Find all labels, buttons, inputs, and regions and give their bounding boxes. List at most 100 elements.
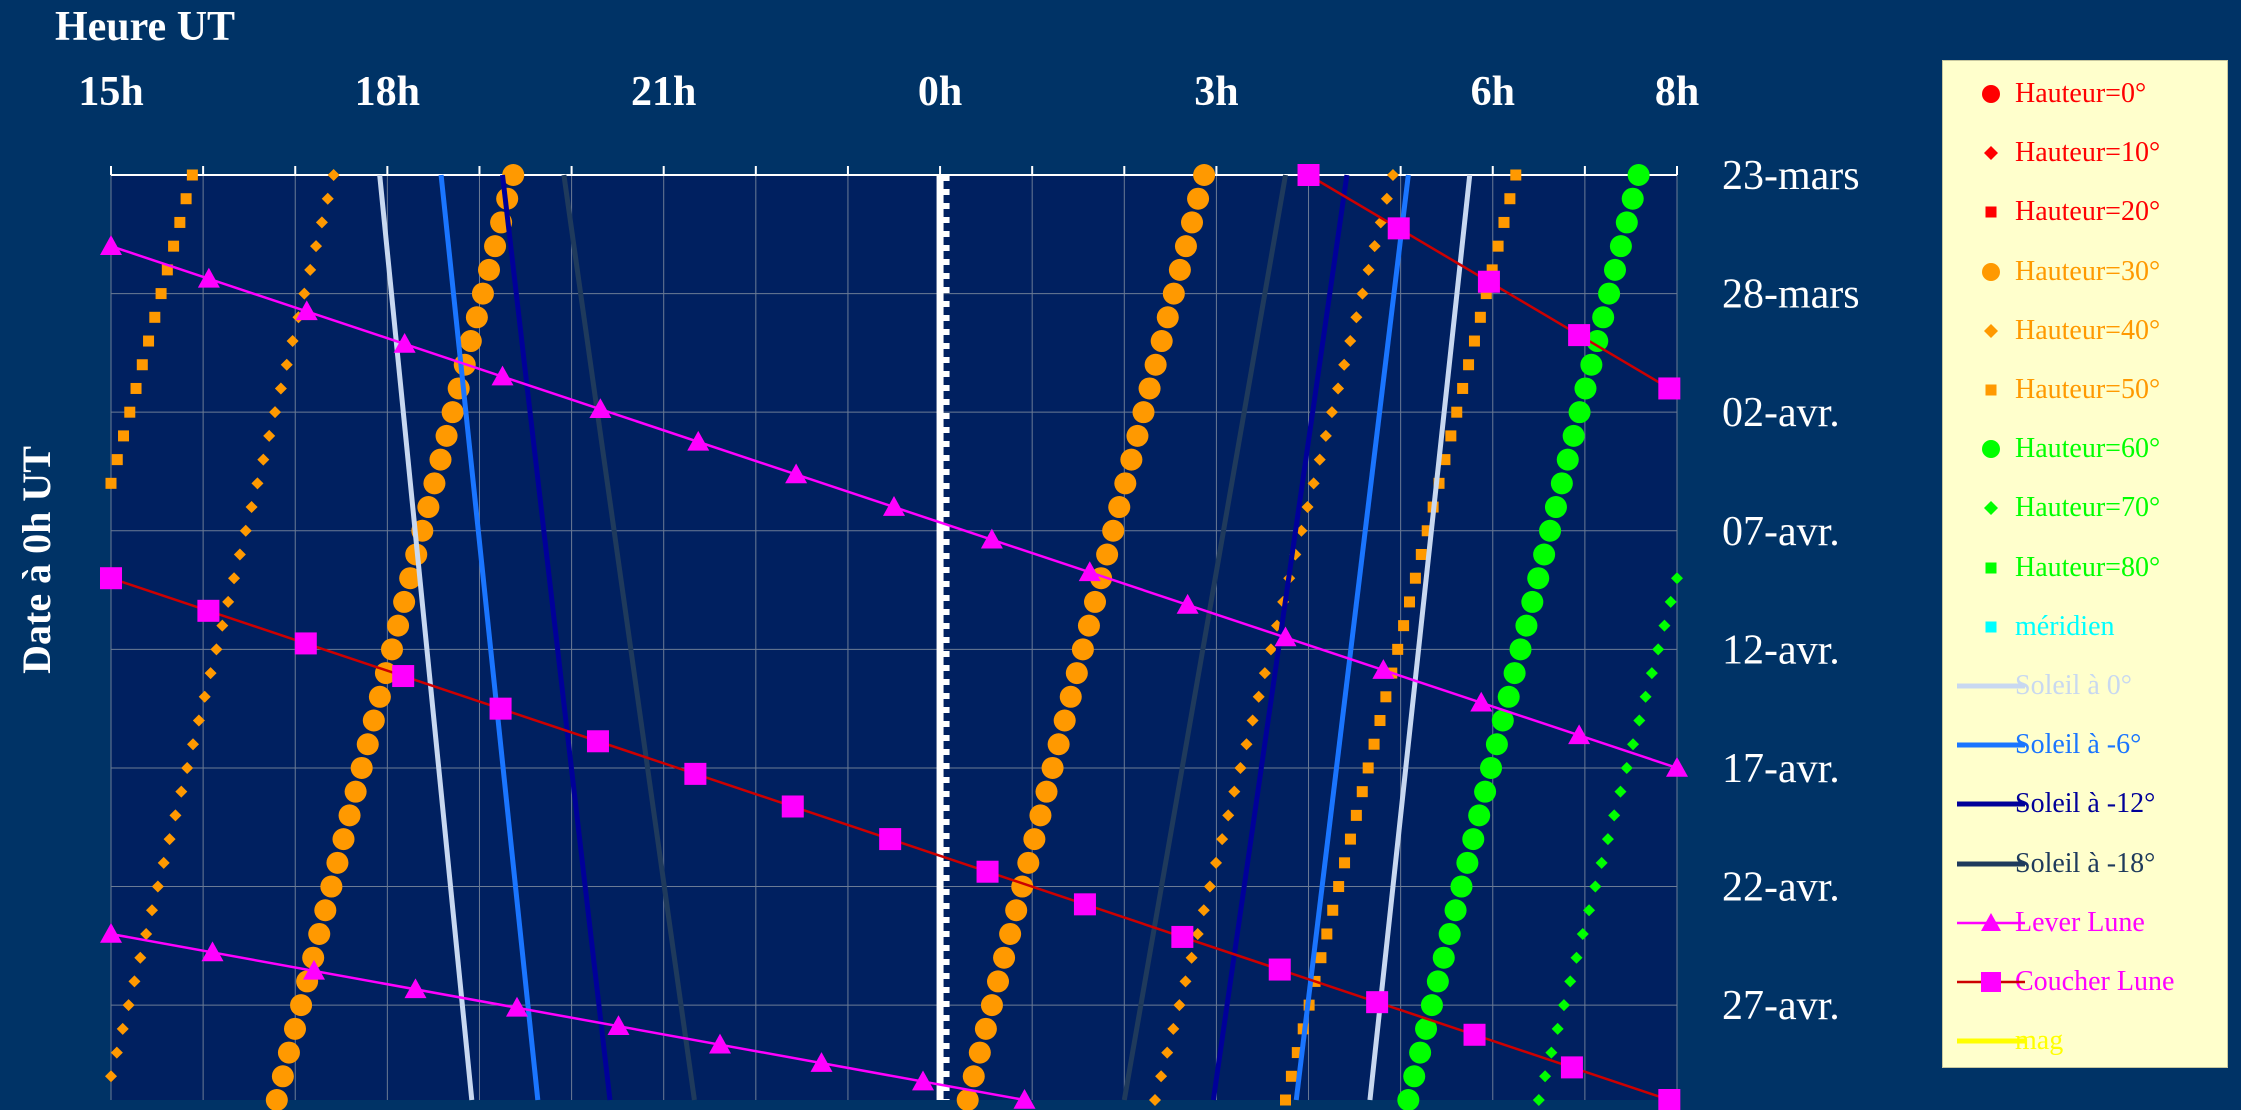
series-15-marker [100, 567, 122, 590]
series-5-marker [1504, 193, 1516, 205]
series-3-marker [380, 638, 403, 661]
series-3-marker [1071, 638, 1094, 661]
series-14-marker [295, 300, 318, 321]
legend-marker [1943, 252, 2015, 292]
series-15-marker [781, 795, 804, 818]
series-6-marker [1509, 638, 1532, 661]
series-7-marker [1614, 785, 1627, 798]
series-3-marker [320, 875, 343, 898]
legend-symbol [1982, 262, 2000, 281]
legend-entry: Hauteur=50° [1943, 370, 2229, 410]
y-tick-labels: 23-mars 28-mars 02-avr. 07-avr. 12-avr. 17-av… [1722, 153, 1860, 1029]
series-6-marker [1450, 875, 1473, 898]
legend-symbol [1981, 972, 2001, 992]
series-4-marker [163, 833, 176, 846]
series-4-marker [1368, 240, 1381, 253]
series-5-marker [174, 216, 186, 228]
legend-entry: Hauteur=40° [1943, 311, 2229, 351]
series-3-marker [350, 756, 373, 779]
series-7-marker [1551, 1022, 1564, 1035]
series-3-marker [1174, 235, 1197, 258]
series-3-marker [974, 1017, 997, 1040]
series-4-marker [134, 951, 147, 964]
series-3-marker [477, 258, 500, 281]
series-3-marker [1035, 780, 1058, 803]
series-4-marker [1325, 406, 1338, 419]
series-4-marker [1258, 667, 1271, 680]
y-tick-label: 27-avr. [1722, 983, 1840, 1029]
series-14-marker [506, 996, 528, 1017]
series-15-marker [197, 599, 220, 622]
series-4-marker [140, 927, 153, 940]
series-6-marker [1568, 401, 1591, 424]
series-3-marker [502, 164, 525, 186]
series-14-marker [1274, 626, 1297, 647]
series-14-marker [1666, 756, 1688, 777]
meridian-line [936, 175, 950, 1100]
series-4-marker [187, 738, 200, 751]
series-3-marker [1023, 828, 1046, 851]
series-5-marker [1451, 406, 1463, 418]
series-5-marker [1368, 738, 1380, 750]
legend-label: Lever Lune [2015, 906, 2145, 938]
legend-label: Coucher Lune [2015, 966, 2175, 997]
series-14-marker [785, 463, 808, 484]
series-4-marker [280, 358, 293, 371]
series-6-marker [1462, 828, 1485, 851]
legend-marker [1943, 844, 2025, 884]
series-3-marker [332, 828, 355, 851]
series-3-marker [1187, 187, 1210, 210]
series-5-marker [1415, 548, 1427, 560]
series-15-marker [879, 828, 902, 851]
series-7-marker [1639, 690, 1652, 703]
series-3-marker [344, 780, 367, 803]
series-4-marker [1319, 429, 1332, 442]
series-14-marker [1372, 659, 1395, 679]
series-4-marker [298, 287, 311, 300]
series-15-marker [1658, 1089, 1681, 1110]
series-3-marker [1150, 330, 1173, 353]
series-6-marker [1627, 164, 1650, 186]
series-5-marker [1498, 216, 1510, 228]
legend-entry: Soleil à -18° [1943, 844, 2229, 884]
x-tick-label: 6h [1471, 69, 1515, 115]
series-13-line [561, 174, 697, 1101]
legend-label: Hauteur=0° [2015, 78, 2147, 109]
series-3-marker [314, 899, 337, 922]
series-3-marker [1193, 164, 1216, 186]
series-3-marker [1108, 496, 1131, 519]
series-14-line [110, 932, 1025, 1102]
series-4-marker [327, 169, 340, 181]
series-6-marker [1592, 306, 1615, 329]
series-14-marker [912, 1070, 934, 1091]
y-tick-label: 07-avr. [1722, 509, 1840, 555]
series-5-marker [1291, 1047, 1303, 1059]
series-3-marker [987, 970, 1010, 993]
series-3-marker [1065, 662, 1088, 685]
series-14-marker [201, 941, 224, 962]
series-4-marker [1216, 833, 1229, 846]
x-tick-label: 8h [1655, 69, 1699, 115]
series-7-marker [1564, 975, 1577, 988]
series-4-marker [1264, 643, 1277, 656]
series-3-marker [1132, 401, 1155, 424]
series-5-marker [1344, 833, 1356, 845]
series-3-marker [1168, 258, 1191, 281]
series-7-marker [1545, 1046, 1558, 1059]
series-5-marker [1409, 572, 1421, 584]
series-4-marker [105, 1070, 117, 1083]
series-3-marker [1005, 899, 1028, 922]
series-10-line [377, 174, 475, 1101]
series-4-marker [210, 643, 223, 656]
series-4-marker [181, 761, 194, 774]
series-4-marker [1313, 453, 1326, 466]
series-15-marker [1477, 270, 1500, 293]
series-3-marker [1047, 733, 1070, 756]
series-14-marker [1470, 691, 1493, 712]
series-3-marker [1096, 543, 1119, 566]
series-4-marker [239, 524, 252, 537]
series-7-marker [1601, 833, 1614, 846]
series-14-marker [197, 267, 220, 288]
legend-label: méridien [2015, 610, 2115, 642]
y-tick-label: 17-avr. [1722, 746, 1840, 792]
